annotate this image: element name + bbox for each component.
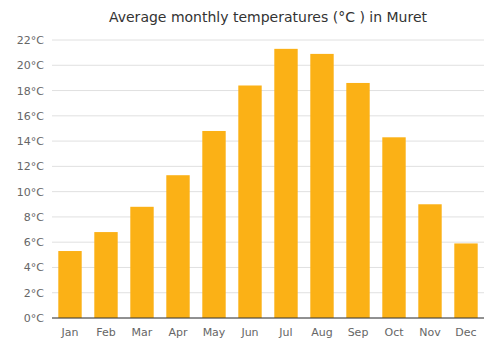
x-tick-label: Feb: [96, 326, 115, 339]
bar: [346, 83, 369, 318]
y-tick-label: 18°C: [17, 85, 44, 98]
y-tick-label: 2°C: [24, 287, 44, 300]
y-tick-label: 6°C: [24, 236, 44, 249]
bar: [382, 137, 405, 318]
y-axis: 0°C 2°C 4°C 6°C 8°C 10°C 12°C 14°C 16°C 18°C 20°C 2…: [17, 34, 484, 325]
bar: [418, 204, 441, 318]
x-tick-label: Apr: [168, 326, 188, 339]
chart-svg: Average monthly temperatures (°C ) in Mu…: [0, 0, 500, 350]
y-tick-label: 4°C: [24, 261, 44, 274]
title: Average monthly temperatures (°C ) in Mu…: [109, 9, 428, 25]
bars: [58, 49, 477, 318]
bar: [94, 232, 117, 318]
bar: [310, 54, 333, 318]
bar: [166, 175, 189, 318]
bar: [454, 243, 477, 318]
grid-line: [52, 65, 484, 66]
x-tick-label: May: [203, 326, 226, 339]
x-tick-label: Jun: [240, 326, 258, 339]
x-tick-label: Nov: [419, 326, 441, 339]
grid-line: [52, 318, 484, 319]
y-tick-label: 12°C: [17, 160, 44, 173]
y-tick-label: 8°C: [24, 211, 44, 224]
grid-line: [52, 166, 484, 167]
bar: [274, 49, 297, 318]
grid-line: [52, 115, 484, 116]
x-tick-label: Jan: [61, 326, 79, 339]
grid-line: [52, 40, 484, 41]
y-tick-label: 22°C: [17, 34, 44, 47]
x-tick-label: Sep: [348, 326, 369, 339]
bar: [238, 85, 261, 318]
y-tick-label: 10°C: [17, 186, 44, 199]
x-axis: Jan Feb Mar Apr May Jun Jul Aug Sep Oct Nov Dec: [61, 326, 477, 339]
x-tick-label: Oct: [384, 326, 404, 339]
grid-line: [52, 90, 484, 91]
x-tick-label: Dec: [455, 326, 476, 339]
x-axis-line: [52, 318, 484, 319]
grid-line: [52, 191, 484, 192]
x-tick-label: Aug: [311, 326, 332, 339]
bar: [130, 207, 153, 318]
y-tick-label: 20°C: [17, 59, 44, 72]
grid-line: [52, 141, 484, 142]
chart-container: Average monthly temperatures (°C ) in Mu…: [0, 0, 500, 350]
y-tick-label: 0°C: [24, 312, 44, 325]
y-tick-label: 14°C: [17, 135, 44, 148]
y-tick-label: 16°C: [17, 110, 44, 123]
x-tick-label: Mar: [132, 326, 153, 339]
bar: [58, 251, 81, 318]
x-tick-label: Jul: [278, 326, 292, 339]
bar: [202, 131, 225, 318]
